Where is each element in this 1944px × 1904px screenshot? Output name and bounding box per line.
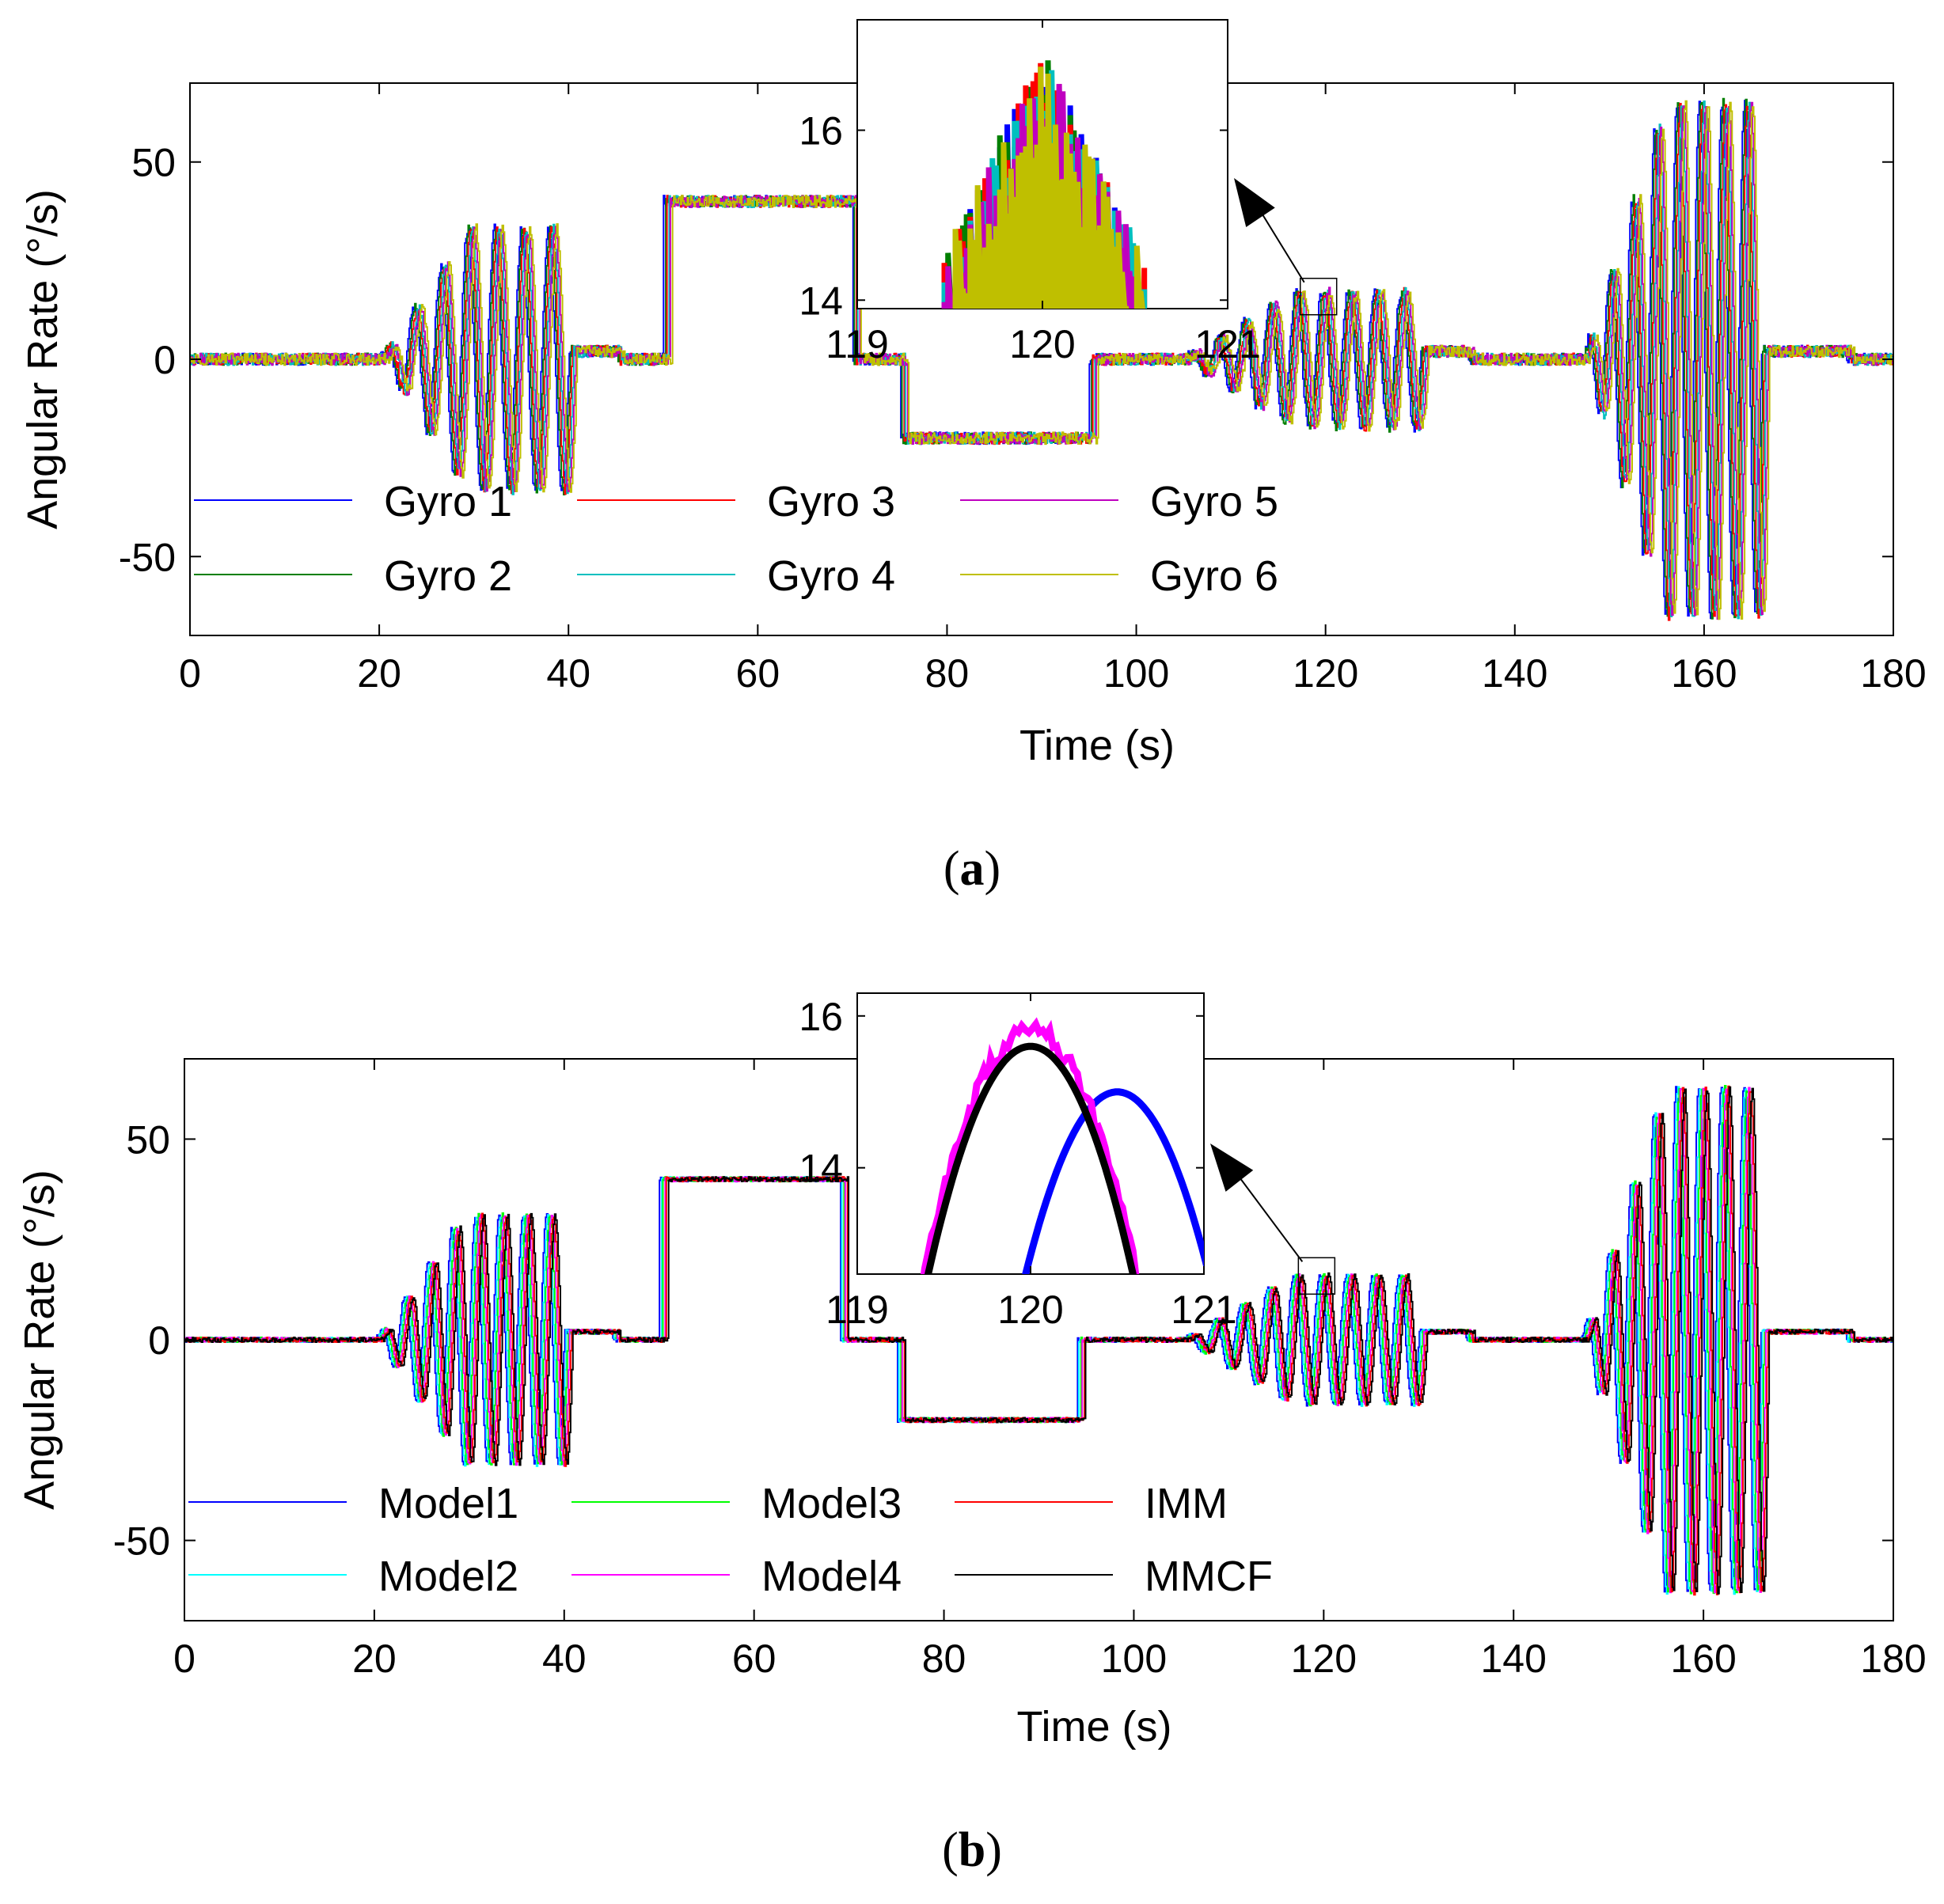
- y-tick-label: 0: [148, 1318, 170, 1363]
- x-tick-label: 40: [542, 1637, 587, 1681]
- x-tick-label: 120: [1291, 1637, 1357, 1681]
- zoom-box: [1299, 277, 1338, 316]
- x-tick-label: 140: [1481, 1637, 1547, 1681]
- legend-label: Gyro 4: [767, 552, 895, 600]
- x-tick-label: 100: [1103, 651, 1169, 696]
- legend-label: Gyro 1: [384, 478, 512, 525]
- zoom-box: [1297, 1257, 1336, 1295]
- inset-series-model4: [921, 1017, 1140, 1274]
- y-tick-label: -50: [113, 1519, 170, 1564]
- legend-label: IMM: [1145, 1480, 1228, 1527]
- inset-y-tick-label: 16: [799, 995, 843, 1039]
- inset-traces: [941, 60, 1148, 309]
- panel-caption: (a): [944, 842, 1000, 896]
- inset-x-tick-label: 121: [1171, 1288, 1236, 1332]
- inset-y-tick-label: 14: [799, 1147, 843, 1191]
- x-tick-label: 40: [546, 651, 590, 696]
- inset-traces: [921, 1017, 1204, 1274]
- inset-x-tick-label: 121: [1194, 322, 1260, 366]
- panel-caption-letter: a: [960, 842, 985, 896]
- legend-label: Gyro 5: [1150, 478, 1278, 525]
- x-tick-label: 180: [1860, 1637, 1926, 1681]
- legend-label: MMCF: [1145, 1553, 1273, 1600]
- x-tick-label: 20: [352, 1637, 397, 1681]
- x-tick-label: 60: [732, 1637, 776, 1681]
- x-tick-label: 0: [173, 1637, 196, 1681]
- zoom-arrow-head: [1210, 1144, 1254, 1192]
- panel-caption-letter: b: [959, 1823, 985, 1877]
- inset-x-tick-label: 120: [997, 1288, 1063, 1332]
- inset-plot: 119 120 121 14 16: [799, 19, 1261, 366]
- y-tick-label: 50: [131, 141, 176, 185]
- x-axis-label: Time (s): [1019, 722, 1175, 769]
- series-line-mmcf: [184, 1086, 1893, 1595]
- inset-x-tick-label: 120: [1009, 322, 1075, 366]
- legend-label: Model1: [378, 1480, 518, 1527]
- legend-label: Model2: [378, 1553, 518, 1600]
- x-tick-label: 160: [1670, 1637, 1736, 1681]
- legend-label: Model3: [761, 1480, 902, 1527]
- inset-series-model1: [1022, 1088, 1204, 1274]
- panel-caption: (b): [942, 1823, 1002, 1877]
- inset-series-gyro-6: [952, 66, 1145, 309]
- series-line-gyro-6: [190, 100, 1893, 620]
- inset-x-tick-label: 119: [826, 322, 889, 366]
- y-axis-label: Angular Rate (°/s): [19, 189, 66, 529]
- y-tick-label: 50: [126, 1117, 170, 1162]
- x-tick-label: 180: [1860, 651, 1926, 696]
- x-tick-label: 60: [736, 651, 780, 696]
- chart-panel-a: 0 20 40 60 80 100 120 140 160 180 -50 0 50 Time (s) An…: [19, 19, 1927, 896]
- x-tick-label: 160: [1671, 651, 1737, 696]
- inset-series-mmcf: [925, 1042, 1137, 1274]
- x-tick-label: 120: [1293, 651, 1358, 696]
- inset-y-tick-label: 16: [799, 109, 843, 154]
- legend-label: Gyro 2: [384, 552, 512, 600]
- y-tick-label: 0: [154, 338, 176, 382]
- series-group: [184, 1085, 1893, 1596]
- inset-x-tick-label: 119: [826, 1288, 889, 1332]
- legend-label: Gyro 3: [767, 478, 895, 525]
- x-tick-label: 20: [357, 651, 401, 696]
- series-group: [190, 97, 1893, 621]
- inset-y-tick-label: 14: [799, 279, 843, 323]
- inset-frame: [856, 992, 1205, 1275]
- x-tick-label: 100: [1101, 1637, 1167, 1681]
- chart-panel-b: 0 20 40 60 80 100 120 140 160 180 -50 0 50 Time (s) An…: [16, 992, 1927, 1877]
- legend-label: Model4: [761, 1553, 902, 1600]
- x-tick-label: 0: [179, 651, 201, 696]
- legend-label: Gyro 6: [1150, 552, 1278, 600]
- x-tick-label: 80: [925, 651, 970, 696]
- zoom-arrow-head: [1234, 178, 1275, 228]
- x-axis-label: Time (s): [1017, 1703, 1172, 1750]
- inset-plot: 119 120 121 14 16: [799, 992, 1237, 1332]
- x-tick-label: 80: [922, 1637, 966, 1681]
- x-tick-label: 140: [1482, 651, 1547, 696]
- y-axis-label: Angular Rate (°/s): [16, 1170, 63, 1510]
- y-tick-label: -50: [119, 535, 176, 579]
